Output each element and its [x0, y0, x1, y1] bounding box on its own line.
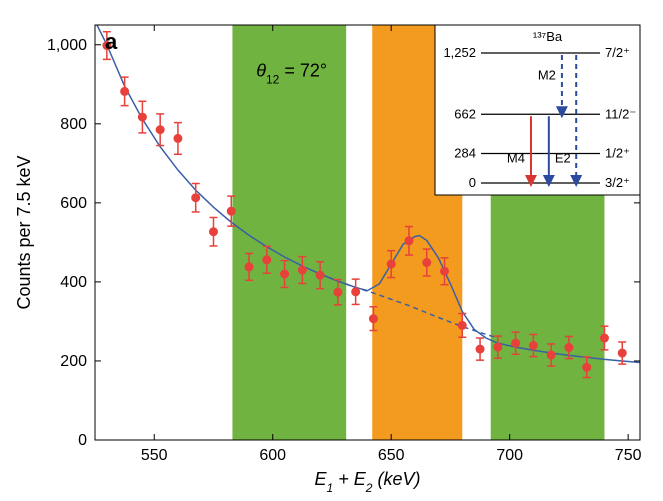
- data-point: [600, 334, 608, 342]
- y-tick-label: 600: [60, 195, 87, 212]
- data-point: [441, 267, 449, 275]
- chart-container: 550 600 650 700 750 0 200 400 600 800 1,000 E1 + E2…: [0, 0, 663, 501]
- inset-title: ¹³⁷Ba: [533, 29, 563, 44]
- level-jpi: 1/2⁺: [605, 146, 630, 161]
- x-tick-label: 550: [141, 447, 168, 464]
- data-point: [565, 344, 573, 352]
- data-point: [458, 321, 466, 329]
- level-energy: 1,252: [443, 45, 476, 60]
- y-tick-label: 800: [60, 116, 87, 133]
- data-point: [334, 288, 342, 296]
- transition-label: E2: [555, 151, 571, 166]
- data-point: [298, 266, 306, 274]
- data-point: [209, 228, 217, 236]
- level-energy: 662: [454, 106, 476, 121]
- data-point: [512, 339, 520, 347]
- x-tick-label: 750: [615, 447, 642, 464]
- band: [232, 25, 346, 440]
- y-tick-label: 1,000: [47, 37, 87, 54]
- data-point: [156, 126, 164, 134]
- data-point: [405, 237, 413, 245]
- data-point: [423, 259, 431, 267]
- data-point: [138, 113, 146, 121]
- data-point: [174, 134, 182, 142]
- data-point: [369, 315, 377, 323]
- level-jpi: 7/2⁺: [605, 45, 630, 60]
- y-axis-label: Counts per 7.5 keV: [14, 155, 34, 309]
- y-tick-label: 400: [60, 274, 87, 291]
- x-axis-label: E1 + E2 (keV): [315, 469, 421, 495]
- level-jpi: 3/2⁺: [605, 175, 630, 190]
- data-point: [387, 260, 395, 268]
- level-energy: 284: [454, 146, 476, 161]
- data-point: [227, 207, 235, 215]
- data-point: [476, 345, 484, 353]
- data-point: [245, 263, 253, 271]
- data-point: [494, 343, 502, 351]
- x-tick-label: 700: [496, 447, 523, 464]
- level-scheme-inset: ¹³⁷Ba 1,252 7/2⁺ 662 11/2⁻ 284 1/2⁺ 0 3/2⁺ M4 E2 M2: [435, 25, 640, 195]
- x-tick-label: 650: [378, 447, 405, 464]
- x-tick-label: 600: [259, 447, 286, 464]
- level-jpi: 11/2⁻: [605, 106, 636, 121]
- chart-svg: 550 600 650 700 750 0 200 400 600 800 1,000 E1 + E2…: [0, 0, 663, 501]
- data-point: [529, 342, 537, 350]
- data-point: [618, 349, 626, 357]
- data-point: [263, 256, 271, 264]
- y-tick-label: 0: [78, 432, 87, 449]
- data-point: [192, 194, 200, 202]
- transition-label: M2: [538, 68, 556, 83]
- data-point: [583, 363, 591, 371]
- data-point: [281, 270, 289, 278]
- data-point: [316, 271, 324, 279]
- y-tick-label: 200: [60, 353, 87, 370]
- data-point: [121, 87, 129, 95]
- panel-label: a: [105, 29, 118, 54]
- transition-label: M4: [507, 151, 525, 166]
- level-energy: 0: [469, 175, 476, 190]
- data-point: [547, 351, 555, 359]
- data-point: [352, 288, 360, 296]
